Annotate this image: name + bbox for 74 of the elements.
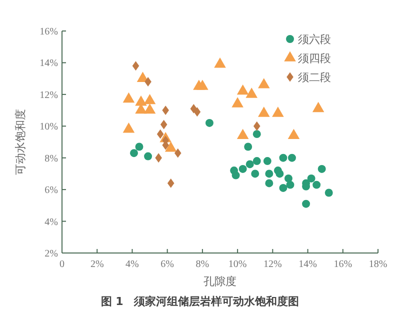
y-tick-label: 12% bbox=[40, 90, 58, 101]
point bbox=[253, 121, 260, 131]
y-tick-label: 16% bbox=[40, 26, 58, 38]
point bbox=[312, 180, 321, 189]
x-tick-label: 18% bbox=[368, 259, 388, 270]
point bbox=[156, 129, 164, 139]
point bbox=[258, 78, 270, 88]
y-tick-label: 6% bbox=[44, 185, 58, 196]
point bbox=[276, 170, 284, 178]
x-tick-label: 8% bbox=[196, 259, 210, 270]
point bbox=[155, 153, 162, 163]
point bbox=[246, 160, 254, 168]
x-axis-title: 孔隙度 bbox=[204, 275, 236, 288]
point bbox=[122, 92, 135, 103]
point bbox=[167, 178, 174, 188]
point bbox=[160, 120, 168, 130]
point bbox=[232, 97, 244, 108]
x-tick-label: 16% bbox=[334, 259, 352, 270]
point bbox=[214, 58, 226, 68]
y-tick-label: 10% bbox=[40, 122, 58, 133]
point bbox=[194, 107, 201, 117]
point bbox=[122, 122, 135, 133]
point bbox=[263, 157, 272, 166]
x-tick-label: 4% bbox=[126, 259, 139, 270]
point bbox=[307, 174, 316, 182]
point bbox=[288, 154, 296, 162]
point bbox=[302, 200, 310, 208]
point bbox=[236, 128, 249, 140]
point bbox=[318, 164, 326, 173]
point bbox=[246, 88, 258, 98]
point bbox=[164, 142, 177, 152]
point bbox=[258, 106, 270, 117]
x-tick-label: 14% bbox=[298, 259, 317, 270]
point bbox=[288, 128, 300, 140]
point bbox=[130, 149, 138, 158]
point bbox=[196, 80, 208, 90]
text: 图 1 须家河组储层岩样可动水饱和度图 bbox=[100, 295, 300, 308]
legend-label: 须四段 bbox=[298, 52, 331, 65]
x-tick-label: 0 bbox=[60, 259, 64, 270]
point bbox=[279, 154, 288, 162]
point bbox=[232, 171, 240, 180]
y-tick-label: 2% bbox=[44, 248, 58, 260]
point bbox=[135, 142, 144, 151]
point bbox=[135, 96, 147, 106]
y-tick-label: 14% bbox=[40, 58, 58, 70]
y-tick-label: 8% bbox=[44, 153, 58, 164]
legend-label: 须六段 bbox=[298, 33, 331, 46]
point bbox=[324, 188, 333, 197]
x-tick-label: 12% bbox=[263, 259, 282, 270]
point bbox=[252, 157, 261, 166]
point bbox=[238, 164, 247, 173]
point bbox=[162, 106, 169, 115]
point bbox=[286, 180, 294, 189]
x-tick-label: 10% bbox=[228, 259, 247, 270]
x-tick-label: 2% bbox=[90, 259, 104, 270]
point bbox=[144, 103, 156, 114]
point bbox=[272, 106, 284, 117]
point bbox=[265, 170, 274, 178]
point bbox=[236, 84, 249, 95]
point bbox=[284, 174, 292, 182]
point bbox=[144, 152, 152, 160]
y-axis-title: 可动水饱和度 bbox=[14, 109, 27, 175]
point bbox=[312, 102, 324, 112]
point bbox=[244, 142, 252, 151]
point bbox=[205, 118, 214, 127]
point bbox=[251, 170, 260, 178]
legend-label: 须二段 bbox=[298, 71, 331, 84]
point bbox=[174, 148, 182, 158]
x-tick-label: 6% bbox=[160, 259, 174, 270]
y-tick-label: 4% bbox=[44, 216, 58, 228]
point bbox=[252, 130, 261, 138]
point bbox=[144, 94, 156, 104]
point bbox=[279, 184, 288, 192]
point bbox=[265, 179, 274, 188]
